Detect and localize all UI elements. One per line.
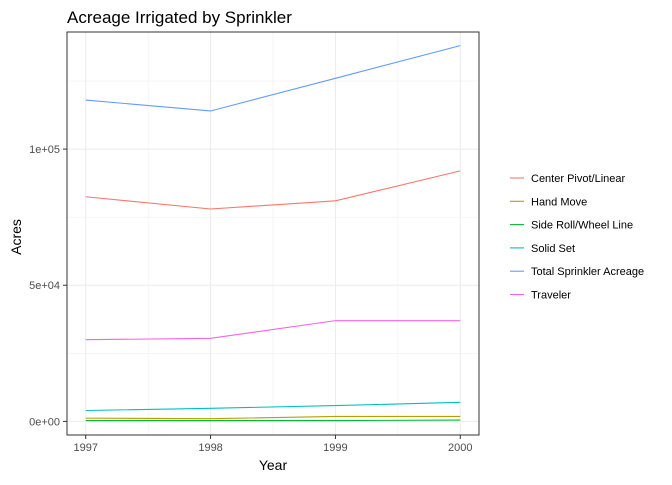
x-tick-label: 1999 [323, 442, 347, 454]
x-tick-label: 1997 [73, 442, 97, 454]
series-line [85, 401, 461, 412]
legend-label: Side Roll/Wheel Line [531, 220, 633, 232]
series-line [85, 419, 461, 422]
axes: 1997 1998 1999 2000 0e+00 5e+04 1e+05 [29, 31, 480, 454]
grid-lines [67, 32, 479, 435]
series-line [85, 320, 461, 341]
chart-title: Acreage Irrigated by Sprinkler [67, 8, 292, 27]
legend-label: Traveler [531, 290, 571, 302]
x-axis-label: Year [259, 457, 288, 473]
legend: Center Pivot/Linear Hand Move Side Roll/Wh… [510, 173, 644, 302]
series-line [85, 170, 461, 210]
x-tick-label: 2000 [448, 442, 472, 454]
x-tick-label: 1998 [198, 442, 222, 454]
legend-label: Center Pivot/Linear [531, 173, 625, 185]
legend-label: Solid Set [531, 243, 575, 255]
legend-label: Hand Move [531, 196, 587, 208]
plot-border [66, 31, 480, 436]
series-lines [85, 45, 461, 422]
y-axis-label: Acres [8, 219, 24, 255]
y-tick-label: 0e+00 [29, 416, 60, 428]
y-tick-label: 1e+05 [29, 144, 60, 156]
series-line [85, 415, 461, 420]
legend-label: Total Sprinkler Acreage [531, 266, 644, 278]
y-tick-label: 5e+04 [29, 280, 60, 292]
series-line [85, 45, 461, 112]
